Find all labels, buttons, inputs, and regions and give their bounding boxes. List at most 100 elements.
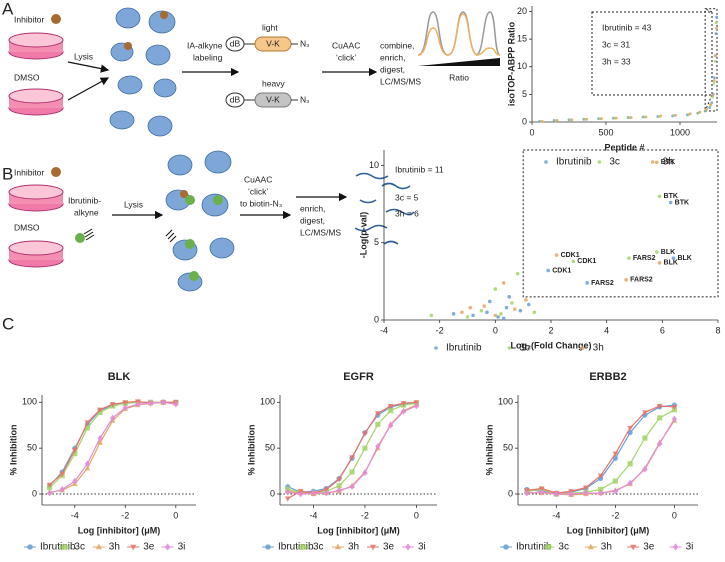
- point: [629, 116, 633, 119]
- label: dB: [230, 38, 241, 48]
- point-label: FARS2: [630, 277, 653, 284]
- point: [714, 21, 718, 24]
- x-tick-label: 500: [598, 127, 613, 137]
- point: [27, 544, 33, 550]
- point: [400, 408, 407, 415]
- point: [300, 544, 306, 550]
- point: [122, 404, 128, 412]
- label: IA-alkyne: [187, 40, 223, 50]
- point: [59, 486, 65, 493]
- x-tick-label: -2: [121, 510, 129, 520]
- x-tick-label: 0: [173, 510, 178, 520]
- point: [323, 489, 329, 497]
- point-label: BLK: [677, 255, 691, 262]
- point: [532, 310, 537, 315]
- point: [600, 117, 603, 121]
- proteins: [165, 150, 235, 292]
- point: [612, 487, 618, 495]
- y-tick-label: 0: [508, 488, 513, 498]
- point: [310, 489, 317, 497]
- inhibitor-icon: [51, 14, 61, 24]
- point: [284, 496, 291, 502]
- panel-label: B: [2, 164, 13, 183]
- alkyne: [83, 228, 95, 241]
- label: Lysis: [124, 199, 143, 209]
- point: [413, 402, 420, 410]
- label: light: [262, 22, 278, 32]
- point: [627, 425, 633, 432]
- point: [627, 461, 633, 467]
- label: DMSO: [14, 72, 40, 82]
- dish: [8, 240, 64, 268]
- point: [659, 114, 663, 118]
- point: [544, 160, 548, 164]
- point: [624, 278, 628, 282]
- label: CuAAC: [332, 40, 360, 50]
- legend-label: 3h: [663, 157, 674, 168]
- point: [642, 410, 648, 416]
- point: [714, 32, 718, 36]
- legend-label: Ibrutinib: [446, 343, 482, 354]
- point: [405, 543, 411, 551]
- panel-label: C: [2, 314, 14, 333]
- legend-label: 3c: [74, 542, 85, 553]
- probe-heavy: [225, 92, 298, 108]
- legend-label: 3h: [601, 542, 612, 553]
- point: [712, 79, 716, 82]
- point: [671, 256, 676, 260]
- x-tick-label: 8: [715, 325, 720, 335]
- point: [349, 483, 355, 491]
- point: [147, 399, 154, 407]
- point: [656, 403, 663, 410]
- proteins: [109, 7, 177, 137]
- label: V-K: [266, 94, 280, 104]
- point: [349, 455, 355, 461]
- point: [122, 400, 129, 406]
- point-label: FARS2: [633, 255, 656, 262]
- point: [374, 411, 381, 417]
- point: [711, 94, 715, 97]
- legend-label: 3i: [178, 542, 186, 553]
- point: [95, 543, 102, 550]
- point-label: BTK: [675, 199, 689, 206]
- y-tick-label: 15: [517, 34, 527, 44]
- y-tick-label: 100: [260, 397, 275, 407]
- label: dB: [230, 94, 241, 104]
- x-tick-label: 0: [414, 510, 419, 520]
- point: [362, 445, 368, 451]
- point: [571, 259, 576, 264]
- point: [265, 544, 271, 550]
- point: [59, 471, 66, 477]
- y-tick-label: 0: [522, 116, 527, 126]
- legend-label: Ibrutinib: [516, 542, 552, 553]
- point: [499, 312, 503, 316]
- annotation: 3c = 5: [395, 192, 419, 202]
- point: [518, 308, 523, 313]
- point: [597, 160, 602, 164]
- point: [496, 315, 500, 319]
- point: [400, 401, 407, 407]
- point: [657, 415, 663, 421]
- point: [627, 479, 633, 487]
- point: [585, 281, 589, 285]
- point: [160, 398, 166, 406]
- point: [501, 316, 506, 321]
- point: [713, 59, 717, 63]
- x-tick-label: 6: [660, 325, 665, 335]
- point: [61, 544, 68, 550]
- x-axis-label: Log₂(Fold Change): [511, 340, 592, 350]
- point: [671, 415, 677, 423]
- label: alkyne: [74, 207, 99, 217]
- point: [524, 489, 530, 497]
- x-tick-label: -4: [309, 510, 317, 520]
- point: [650, 160, 655, 164]
- curve: [287, 405, 417, 495]
- point: [471, 313, 475, 318]
- point: [334, 543, 342, 550]
- label: DMSO: [14, 222, 40, 232]
- y-axis-label: % Inhibition: [8, 425, 18, 476]
- point: [468, 305, 473, 310]
- legend-label: Ibrutinib: [556, 157, 592, 168]
- probe-light: [225, 36, 298, 52]
